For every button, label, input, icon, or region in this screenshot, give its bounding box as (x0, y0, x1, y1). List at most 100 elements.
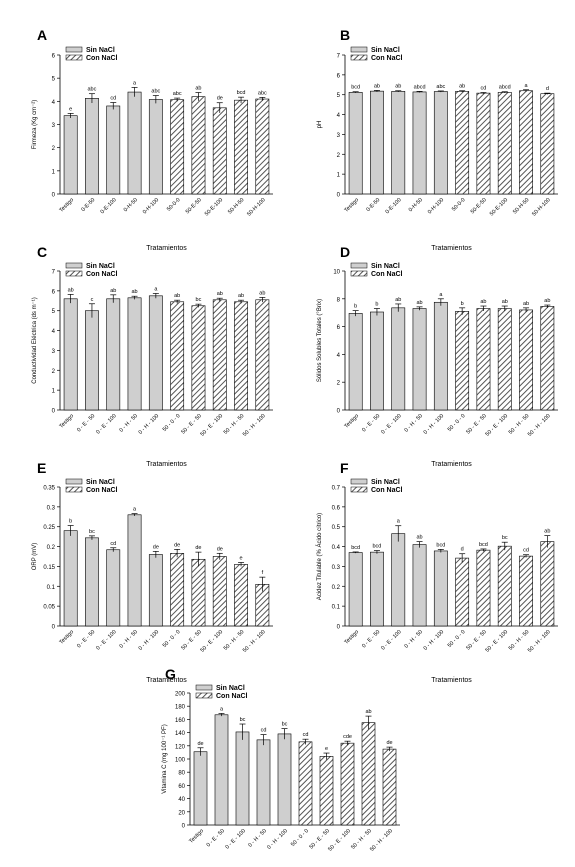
bar (497, 545, 512, 627)
significance-letter: ab (395, 84, 401, 90)
legend-label-sin-nacl: Sin NaCl (371, 47, 400, 54)
x-tick-label: 50 - H - 100 (242, 413, 267, 438)
x-tick-label: 50 - H - 100 (527, 413, 552, 438)
significance-letter: abc (151, 89, 160, 95)
legend-swatch-con-nacl (65, 54, 83, 61)
y-tick-label: 4 (337, 353, 341, 359)
bar (127, 297, 142, 411)
x-tick-label: 50 - H - 100 (369, 828, 394, 853)
y-tick-label: 100 (175, 758, 186, 764)
x-tick-label: 50-E-50 (185, 197, 203, 215)
x-tick-label: 50-H-50 (512, 197, 530, 215)
bar (212, 299, 227, 411)
legend-label-sin-nacl: Sin NaCl (216, 685, 245, 692)
significance-letter: abcd (414, 84, 426, 90)
y-tick-label: 40 (178, 797, 185, 803)
significance-letter: ab (523, 301, 529, 307)
significance-letter: bc (502, 535, 508, 541)
y-tick-label: 3 (337, 133, 341, 139)
y-tick-label: 0 (52, 625, 56, 631)
significance-letter: b (69, 519, 72, 525)
x-tick-label: 50-E-50 (470, 197, 488, 215)
y-axis-label: ORP (mV) (32, 543, 38, 571)
legend-swatch-sin-nacl (65, 46, 83, 53)
bar (382, 748, 397, 826)
y-tick-label: 0.05 (43, 605, 55, 611)
panel-letter: G (165, 666, 176, 682)
legend-label-sin-nacl: Sin NaCl (86, 47, 115, 54)
significance-letter: bc (240, 717, 246, 723)
x-axis-label: Tratamientos (146, 245, 187, 252)
bar (193, 751, 208, 826)
bar (476, 92, 491, 195)
significance-letter: a (439, 292, 443, 298)
panel-letter: A (37, 27, 47, 43)
significance-letter: abcd (499, 85, 511, 91)
bar (106, 105, 121, 195)
x-tick-label: Testigo (58, 629, 75, 646)
bar (127, 91, 142, 195)
bar (214, 714, 229, 826)
significance-letter: bcd (436, 542, 445, 548)
bar (476, 549, 491, 627)
y-tick-label: 4 (52, 100, 56, 106)
bar (106, 298, 121, 411)
y-tick-label: 0 (52, 409, 56, 415)
bar (433, 91, 448, 195)
legend-label-sin-nacl: Sin NaCl (371, 263, 400, 270)
panel-D: D 0 2 4 6 8 10 Sólidos Solubles Totales (°Brix)… (317, 244, 558, 468)
y-tick-label: 0.3 (332, 565, 341, 571)
significance-letter: bc (282, 722, 288, 728)
significance-letter: b (375, 302, 378, 308)
legend-swatch-con-nacl (195, 692, 213, 699)
panel-letter: D (340, 244, 350, 260)
y-tick-label: 6 (337, 325, 341, 331)
significance-letter: bcd (237, 90, 246, 96)
x-axis-label: Tratamientos (431, 245, 472, 252)
bar (63, 530, 78, 627)
significance-letter: de (197, 741, 203, 747)
bar (277, 733, 292, 826)
bar (191, 305, 206, 411)
significance-letter: ab (174, 293, 180, 299)
significance-letter: bcd (373, 544, 382, 550)
legend-swatch-con-nacl (350, 486, 368, 493)
x-tick-label: 0 - E - 100 (95, 629, 117, 651)
legend-label-con-nacl: Con NaCl (371, 487, 403, 494)
significance-letter: abc (258, 90, 267, 96)
y-tick-label: 2 (337, 381, 341, 387)
significance-letter: de (174, 542, 180, 548)
bar (170, 301, 185, 411)
panel-letter: C (37, 244, 47, 260)
x-tick-label: Testigo (58, 413, 75, 430)
significance-letter: bcd (479, 542, 488, 548)
bar (370, 90, 384, 195)
x-tick-label: 50-H-100 (246, 197, 266, 217)
significance-letter: cd (303, 732, 309, 738)
x-tick-label: 0 - H - 100 (423, 413, 446, 436)
y-tick-label: 120 (175, 744, 186, 750)
bar (85, 98, 99, 195)
y-tick-label: 10 (333, 270, 340, 276)
bar (497, 92, 512, 195)
bar (412, 308, 427, 411)
x-tick-label: 0 - H - 50 (404, 413, 424, 433)
y-tick-label: 0.25 (43, 525, 55, 531)
y-tick-label: 0 (337, 625, 341, 631)
bar (519, 90, 533, 195)
x-tick-label: 50 - H - 100 (527, 629, 552, 654)
x-tick-label: 0-H-50 (123, 197, 139, 213)
x-tick-label: Testigo (343, 197, 360, 214)
significance-letter: ab (480, 299, 486, 305)
y-axis-label: pH (317, 121, 323, 129)
y-axis-label: Vitamina C (mg 100⁻¹ PF) (162, 724, 168, 793)
y-tick-label: 6 (52, 289, 56, 295)
x-tick-label: 50 - 0 - 0 (162, 629, 182, 649)
significance-letter: abc (436, 84, 445, 90)
y-tick-label: 0.3 (47, 505, 56, 511)
significance-letter: d (546, 86, 549, 92)
x-tick-label: 0 - H - 100 (138, 413, 161, 436)
panel-B: B 0 1 2 3 4 5 6 7 pH Tratamientos Testigo 0-E-50 0-E-… (317, 27, 558, 252)
legend-swatch-con-nacl (350, 54, 368, 61)
y-tick-label: 0.4 (332, 545, 341, 551)
